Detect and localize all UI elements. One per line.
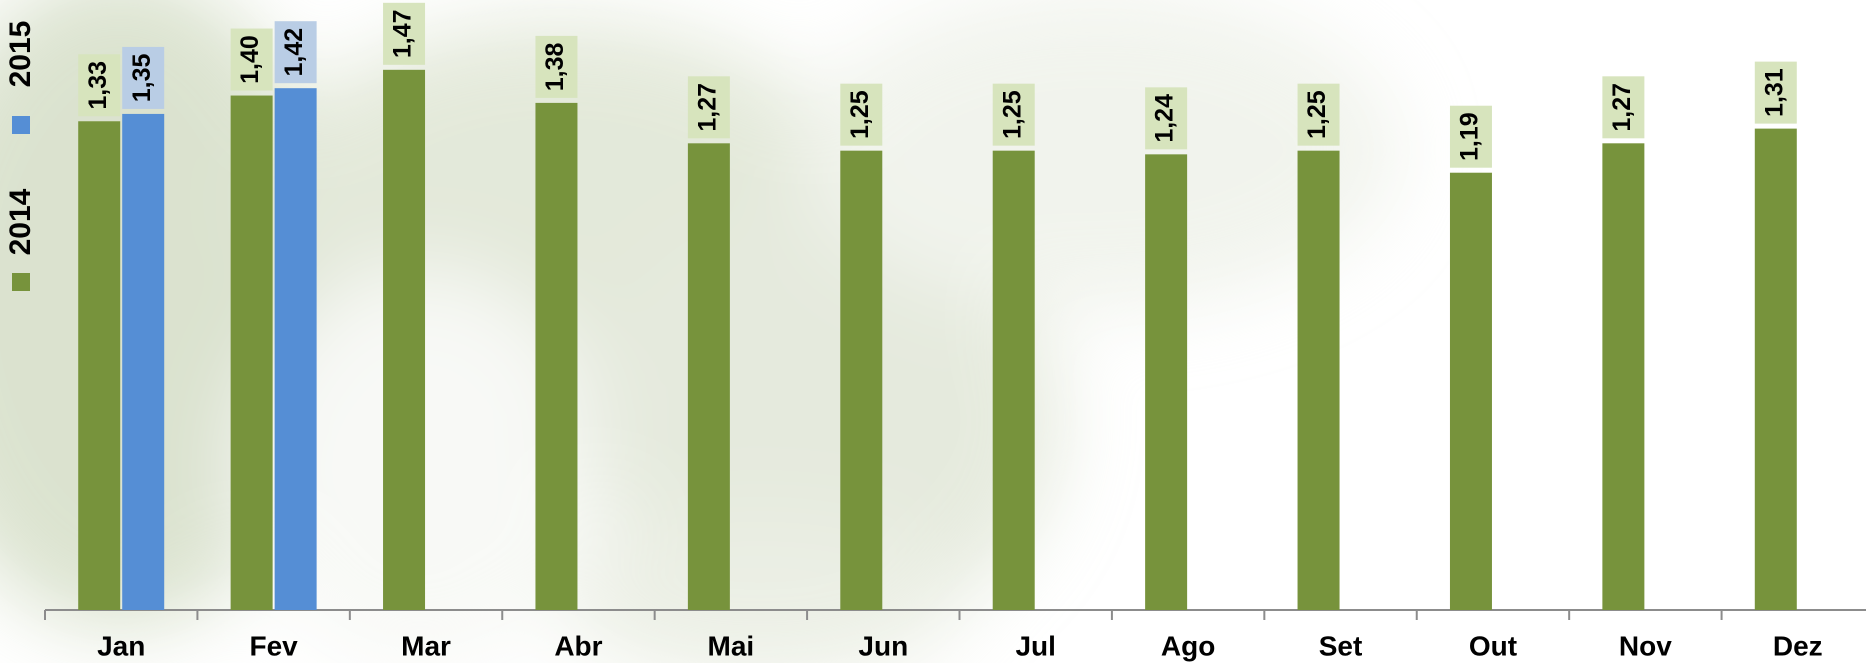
- x-tick-label: Set: [1319, 630, 1363, 661]
- value-label: 1,47: [389, 9, 417, 58]
- bar: [535, 103, 577, 610]
- x-tick-label: Abr: [554, 630, 602, 661]
- bar: [78, 121, 120, 610]
- legend-swatch: [12, 116, 30, 134]
- bar: [1755, 129, 1797, 610]
- bar: [688, 143, 730, 610]
- value-label: 1,27: [1608, 83, 1636, 132]
- value-label: 1,24: [1151, 94, 1179, 143]
- value-label: 1,31: [1760, 68, 1788, 117]
- bar: [122, 114, 164, 610]
- x-tick-label: Mai: [708, 630, 755, 661]
- value-label: 1,40: [236, 35, 264, 84]
- chart: Jan 1,33 1,35 Fev 1,40 1,42 Mar 1,47 Abr 1,38 Mai 1…: [0, 0, 1866, 663]
- value-label: 1,25: [846, 90, 874, 139]
- value-label: 1,33: [84, 61, 112, 110]
- bar: [1145, 154, 1187, 610]
- x-tick-label: Nov: [1619, 630, 1672, 661]
- x-tick-label: Ago: [1161, 630, 1215, 661]
- value-label: 1,38: [541, 42, 569, 91]
- bar: [275, 88, 317, 610]
- x-tick-label: Jan: [97, 630, 145, 661]
- bar: [1298, 151, 1340, 610]
- value-label: 1,19: [1456, 112, 1484, 161]
- value-label: 1,25: [998, 90, 1026, 139]
- x-tick-label: Out: [1469, 630, 1517, 661]
- legend-label: 2015: [4, 21, 37, 88]
- value-label: 1,42: [280, 28, 308, 77]
- legend-label: 2014: [4, 188, 37, 255]
- value-label: 1,35: [128, 53, 156, 102]
- x-tick-label: Dez: [1773, 630, 1823, 661]
- bar: [993, 151, 1035, 610]
- value-label: 1,27: [693, 83, 721, 132]
- value-label: 1,25: [1303, 90, 1331, 139]
- legend-swatch: [12, 273, 30, 291]
- x-tick-label: Mar: [401, 630, 451, 661]
- x-tick-label: Jun: [858, 630, 908, 661]
- bar: [383, 70, 425, 610]
- bar: [840, 151, 882, 610]
- x-tick-label: Jul: [1015, 630, 1055, 661]
- bar: [1450, 173, 1492, 610]
- bar: [231, 96, 273, 610]
- x-tick-label: Fev: [250, 630, 299, 661]
- bar: [1602, 143, 1644, 610]
